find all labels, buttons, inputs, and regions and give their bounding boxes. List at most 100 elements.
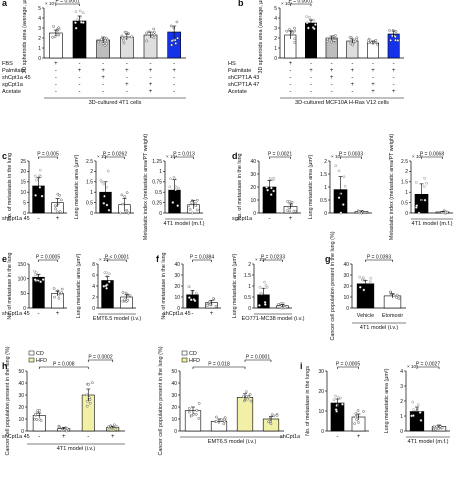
- y-axis-label-f1: No. of metastase in the lung: [161, 252, 167, 319]
- point-h1-1-6: [65, 429, 68, 433]
- y-tick-label-b-2: 2: [274, 36, 277, 42]
- point-c2-0-6: [102, 202, 106, 205]
- point-a-0-4: [51, 35, 54, 39]
- condition-label-b-3: shCPT1A 47: [228, 82, 259, 88]
- point-h1-1-8: [66, 427, 69, 430]
- y-tick-label-c1-4: 20: [20, 169, 26, 175]
- sig-bracket-i2-0: [416, 366, 440, 369]
- sig-label-f2-0: P = 0.0233: [261, 255, 285, 261]
- condition-sign-a-3-4: +: [149, 82, 153, 88]
- condition-label-b-2: shCPT1A 43: [228, 75, 259, 81]
- point-b-2-1: [326, 37, 329, 41]
- point-i1-1-7: [355, 414, 359, 418]
- point-e1-0-5: [34, 271, 38, 274]
- point-f1-1-8: [212, 297, 215, 300]
- y-scale-label-c3: × 10⁴: [166, 154, 177, 159]
- panel-label-d1: d: [232, 151, 238, 161]
- point-c1-0-4: [38, 186, 42, 189]
- condition-sign-b-0-5: -: [393, 61, 395, 67]
- point-a-0-0: [53, 35, 57, 39]
- point-c2-0-2: [105, 203, 109, 207]
- y-tick-label-h1-5: 50: [18, 369, 24, 375]
- point-e2-0-6: [104, 284, 108, 288]
- point-c1-1-5: [55, 210, 59, 214]
- y-tick-label-a-1: 1: [38, 46, 41, 52]
- point-h2-2-5: [247, 395, 251, 399]
- legend-label-h1-0: CD: [36, 351, 44, 357]
- y-tick-label-e1-1: 50: [20, 291, 26, 297]
- point-c1-0-8: [39, 175, 42, 178]
- condition-label-b-0: HS: [228, 61, 236, 67]
- sig-label-h1-1: P = 0.0002: [88, 355, 112, 361]
- point-a-2-7: [97, 40, 101, 44]
- point-a-2-0: [104, 36, 108, 40]
- condition-sign-a-3-1: -: [79, 82, 81, 88]
- y-tick-label-d3-5: 2.5: [401, 159, 408, 165]
- condition-sign-b-1-0: -: [289, 68, 291, 74]
- condition-sign-b-3-4: +: [371, 82, 375, 88]
- point-d3-1-7: [445, 210, 449, 214]
- point-b-2-8: [332, 35, 336, 38]
- y-scale-label-d2: × 10⁷: [331, 154, 342, 159]
- y-tick-label-e1-2: 100: [18, 276, 27, 282]
- sig-label-i1-0: P = 0.0005: [336, 362, 360, 368]
- y-axis-label-i1: No. of metastase in the lungs: [305, 366, 311, 436]
- sig-bracket-f2-0: [263, 259, 283, 262]
- condition-sign-f1-0-0: -: [192, 311, 194, 317]
- point-i2-0-1: [412, 408, 415, 411]
- y-axis-label-d2: Lung metastatic area (μm²): [308, 154, 314, 219]
- y-scale-label-c2: × 10⁷: [97, 154, 108, 159]
- point-i2-0-7: [412, 414, 415, 417]
- point-d3-0-8: [415, 181, 418, 184]
- sig-bracket-i1-0: [337, 366, 359, 369]
- legend-label-h2-1: HFD: [189, 358, 200, 364]
- panel-label-f1: f: [156, 254, 160, 264]
- point-e1-0-6: [34, 273, 37, 276]
- point-d1-1-1: [287, 206, 291, 209]
- condition-sign-a-2-5: -: [173, 75, 175, 81]
- condition-sign-b-1-4: +: [371, 68, 375, 74]
- point-d1-1-2: [290, 200, 294, 204]
- y-tick-label-d1-4: 40: [250, 159, 256, 165]
- point-f2-0-7: [264, 284, 268, 287]
- y-tick-label-c2-2: 1: [90, 190, 93, 196]
- y-axis-label-i2: Lung metastatic area (μm²): [384, 368, 390, 433]
- condition-label-c1-0: shCpt1a 45: [2, 216, 30, 222]
- point-h2-2-6: [246, 397, 249, 401]
- sig-label-d1-0: P = 0.0021: [268, 152, 292, 158]
- y-tick-label-a-2: 2: [38, 36, 41, 42]
- point-a-3-8: [122, 41, 126, 45]
- condition-sign-b-2-0: -: [289, 75, 291, 81]
- point-c3-0-0: [171, 201, 175, 204]
- y-tick-label-h2-4: 40: [171, 381, 177, 387]
- point-f1-1-2: [209, 302, 213, 306]
- point-d2-0-6: [342, 175, 346, 179]
- point-f2-0-8: [259, 291, 263, 295]
- point-i1-0-4: [336, 396, 340, 399]
- point-b-0-3: [293, 29, 297, 33]
- condition-sign-a-2-3: -: [126, 75, 128, 81]
- y-tick-label-i2-4: 4: [400, 369, 403, 375]
- y-tick-label-d2-4: 2: [324, 159, 327, 165]
- point-c1-0-3: [35, 178, 38, 182]
- condition-sign-h1-0-0: -: [38, 434, 40, 440]
- point-g-1-1: [395, 293, 399, 297]
- point-c3-1-2: [194, 201, 197, 205]
- sig-bracket-d2-0: [340, 156, 362, 159]
- point-c3-1-1: [188, 208, 192, 211]
- point-h2-1-5: [222, 422, 226, 426]
- y-tick-label-c2-0: 0: [90, 211, 93, 217]
- point-h1-1-7: [57, 425, 61, 429]
- condition-sign-b-0-4: -: [372, 61, 374, 67]
- y-tick-label-h1-4: 40: [18, 381, 24, 387]
- y-tick-label-c3-3: 0.75: [152, 180, 162, 186]
- sig-label-c1-0: P = 0.005: [37, 152, 59, 158]
- point-b-5-3: [396, 39, 400, 42]
- condition-sign-a-3-0: -: [55, 82, 57, 88]
- condition-sign-a-3-3: +: [125, 82, 129, 88]
- point-d2-0-5: [337, 169, 341, 173]
- point-c3-0-3: [177, 186, 180, 190]
- condition-label-a-2: shCpt1a 45: [2, 75, 31, 81]
- panel-label-c1: c: [2, 151, 7, 161]
- condition-label-d1-0: sgCpt1a: [232, 216, 252, 222]
